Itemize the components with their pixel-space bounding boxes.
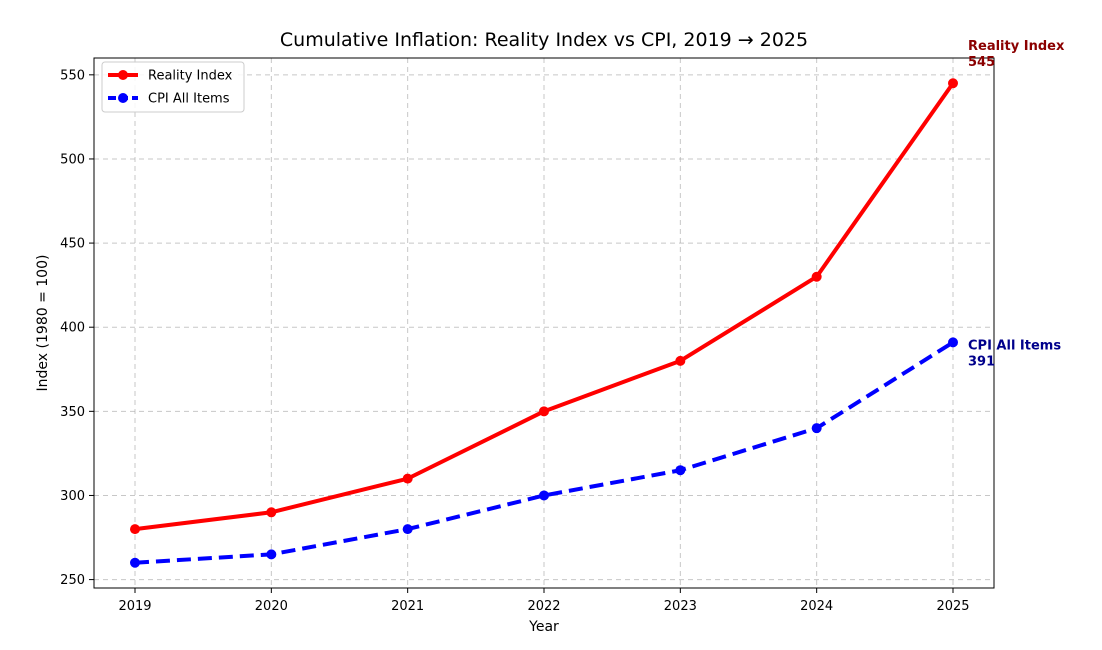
y-axis-label: Index (1980 = 100) xyxy=(35,255,51,392)
x-tick-label: 2021 xyxy=(391,599,424,614)
cpi-all-items-point xyxy=(402,524,413,535)
reality-index-end-label-name: Reality Index xyxy=(968,39,1065,54)
legend: Reality Index CPI All Items xyxy=(101,61,245,113)
y-tick-label: 550 xyxy=(60,68,85,83)
x-tick-label: 2020 xyxy=(255,599,288,614)
reality-index-point xyxy=(402,473,413,484)
reality-index-point xyxy=(130,524,140,535)
legend-reality-index-label: Reality Index xyxy=(148,69,233,84)
y-tick-label: 250 xyxy=(60,573,85,588)
legend-cpi-all-items-marker xyxy=(118,93,128,103)
reality-index-point xyxy=(948,78,958,89)
cpi-all-items-end-label-name: CPI All Items xyxy=(968,338,1061,353)
x-tick-label: 2019 xyxy=(118,599,151,614)
y-tick-label: 400 xyxy=(60,321,85,336)
cpi-all-items-point xyxy=(948,337,958,348)
reality-index-point xyxy=(811,271,822,282)
cpi-all-items-point xyxy=(539,490,549,501)
cpi-all-items-end-label-value: 391 xyxy=(968,354,995,369)
cpi-all-items-point xyxy=(811,423,822,434)
x-axis-label: Year xyxy=(528,619,559,635)
y-axis: 250 300 350 400 450 500 550 xyxy=(60,68,94,588)
y-tick-label: 300 xyxy=(60,489,85,504)
x-tick-label: 2025 xyxy=(936,599,969,614)
x-axis: 2019 2020 2021 2022 2023 2024 2025 xyxy=(118,588,970,614)
legend-cpi-all-items-label: CPI All Items xyxy=(148,92,230,107)
grid xyxy=(94,58,994,588)
legend-reality-index-marker xyxy=(118,70,128,80)
cpi-all-items-point xyxy=(266,549,277,560)
chart-title: Cumulative Inflation: Reality Index vs C… xyxy=(280,29,808,51)
reality-index-point xyxy=(266,507,277,518)
x-tick-label: 2022 xyxy=(527,599,560,614)
reality-index-end-label-value: 545 xyxy=(968,55,995,70)
y-tick-label: 500 xyxy=(60,152,85,167)
reality-index-point xyxy=(675,355,686,366)
cpi-all-items-point xyxy=(675,465,686,476)
y-tick-label: 350 xyxy=(60,405,85,420)
cpi-all-items-point xyxy=(130,557,140,568)
series-layer xyxy=(130,78,958,568)
reality-index-point xyxy=(539,406,549,417)
y-tick-label: 450 xyxy=(60,237,85,252)
x-tick-label: 2024 xyxy=(800,599,833,614)
x-tick-label: 2023 xyxy=(664,599,697,614)
